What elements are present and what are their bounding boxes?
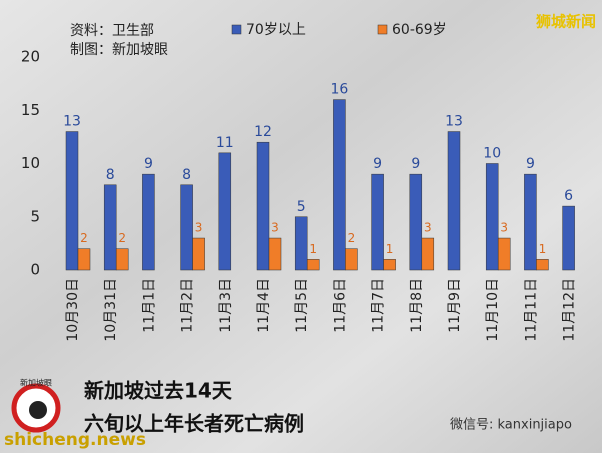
legend: 70岁以上 60-69岁 (231, 22, 447, 38)
data-label: 3 (424, 221, 432, 235)
bar (536, 259, 549, 271)
bar (421, 237, 435, 271)
y-tick-label: 15 (21, 101, 40, 119)
data-label: 3 (195, 221, 203, 235)
chart-subtitle: 六旬以上年长者死亡病例 (84, 412, 304, 436)
bar (371, 173, 384, 271)
bar (268, 237, 282, 271)
data-label: 6 (564, 188, 573, 204)
corner-brand: 狮城新闻 (535, 13, 596, 31)
data-label: 11 (216, 135, 234, 151)
x-tick-label: 11月12日 (562, 278, 578, 342)
data-label: 2 (80, 231, 88, 245)
x-tick-label: 11月2日 (180, 278, 196, 333)
credit: 制图：新加坡眼 (70, 42, 168, 58)
x-tick-label: 11月11日 (523, 278, 539, 342)
legend-swatch (231, 24, 242, 35)
bar (103, 184, 117, 271)
bar (485, 163, 499, 271)
bar (294, 216, 308, 271)
data-label: 1 (309, 242, 317, 256)
bar (497, 237, 511, 271)
data-label: 2 (348, 231, 356, 245)
bar (524, 173, 537, 271)
y-tick-label: 10 (21, 154, 40, 172)
x-tick-label: 11月10日 (485, 278, 501, 342)
x-tick-label: 10月30日 (65, 278, 81, 342)
chart-title: 新加坡过去14天 (84, 379, 233, 403)
data-label: 5 (297, 199, 306, 215)
logo-text: 新加坡眼 (20, 378, 52, 388)
legend-label: 60-69岁 (392, 22, 447, 38)
bar (409, 173, 423, 271)
x-tick-label: 11月3日 (218, 278, 234, 333)
bar (218, 152, 232, 271)
data-label: 13 (63, 114, 81, 130)
data-label: 3 (271, 221, 279, 235)
data-label: 9 (373, 156, 382, 172)
bar (256, 141, 270, 271)
x-tick-label: 11月6日 (332, 278, 348, 333)
bar (65, 131, 79, 271)
wechat: 微信号: kanxinjiapo (450, 418, 572, 433)
data-label: 9 (411, 156, 420, 172)
y-tick-label: 0 (30, 261, 40, 279)
data-label: 1 (539, 242, 547, 256)
x-tick-label: 11月1日 (141, 278, 157, 333)
bar (306, 259, 320, 271)
x-tick-label: 11月7日 (371, 278, 387, 333)
data-label: 10 (483, 146, 501, 162)
data-label: 2 (118, 231, 126, 245)
data-label: 8 (182, 167, 191, 183)
x-tick-label: 11月8日 (409, 278, 425, 333)
y-tick-label: 5 (30, 207, 40, 225)
bar (115, 248, 129, 271)
y-tick-label: 20 (21, 48, 40, 66)
x-tick-label: 11月9日 (447, 278, 463, 333)
site: shicheng.news (4, 430, 146, 450)
data-label: 16 (330, 82, 348, 98)
legend-swatch (377, 24, 388, 35)
logo-eye (29, 401, 47, 419)
bar (142, 173, 155, 271)
bar (345, 248, 358, 271)
bar (180, 184, 193, 271)
bar (383, 259, 396, 271)
bar (192, 237, 205, 271)
x-tick-label: 10月31日 (103, 278, 119, 342)
legend-label: 70岁以上 (246, 22, 306, 38)
data-label: 9 (144, 156, 153, 172)
data-label: 9 (526, 156, 535, 172)
bar (77, 248, 91, 271)
source: 资料：卫生部 (70, 23, 154, 39)
data-label: 1 (386, 242, 394, 256)
data-label: 8 (106, 167, 115, 183)
x-tick-label: 11月5日 (294, 278, 310, 333)
bar (562, 205, 575, 271)
x-tick-label: 11月4日 (256, 278, 272, 333)
data-label: 12 (254, 124, 272, 140)
bar (333, 99, 346, 271)
data-label: 13 (445, 114, 463, 130)
data-label: 3 (500, 221, 508, 235)
bar (447, 131, 461, 271)
